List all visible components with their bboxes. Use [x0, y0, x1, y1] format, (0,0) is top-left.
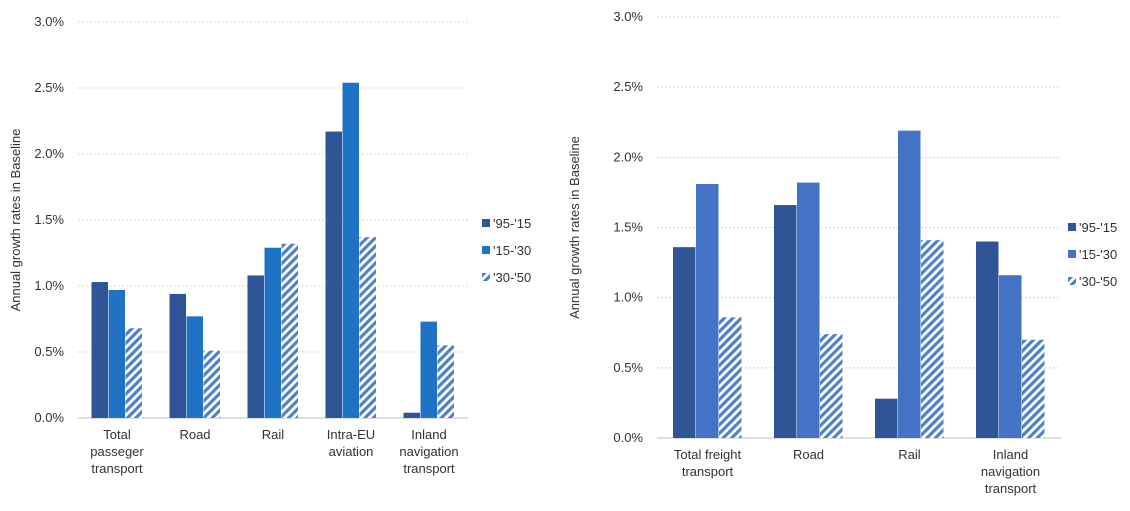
x-category-label: Inland: [411, 427, 446, 442]
x-category-label: Inland: [993, 447, 1028, 462]
x-category-label: navigation: [399, 444, 458, 459]
bar: [108, 289, 125, 418]
y-tick-label: 2.5%: [613, 79, 643, 94]
bar: [325, 131, 342, 418]
legend-swatch: [482, 246, 490, 254]
bar: [797, 182, 820, 438]
y-tick-label: 0.0%: [34, 410, 64, 425]
bar: [719, 317, 742, 438]
x-category-label: navigation: [981, 464, 1040, 479]
y-tick-label: 1.0%: [613, 290, 643, 305]
bar: [125, 328, 142, 418]
x-category-label: aviation: [329, 444, 374, 459]
x-category-label: transport: [682, 464, 734, 479]
bar: [820, 334, 843, 438]
x-category-label: Total: [103, 427, 131, 442]
x-category-label: Road: [179, 427, 210, 442]
y-tick-label: 3.0%: [34, 14, 64, 29]
y-axis-label: Annual growth rates in Baseline: [567, 136, 582, 319]
y-axis-label: Annual growth rates in Baseline: [8, 129, 23, 312]
bar: [898, 130, 921, 439]
bar: [169, 293, 186, 418]
legend-swatch: [482, 219, 490, 227]
bar: [403, 412, 420, 418]
passenger-chart: 0.0% 0.5% 1.0% 1.5% 2.0% 2.5% 3.0% Annual growt…: [8, 14, 531, 476]
legend-label: '95-'15: [493, 216, 531, 231]
legend-label: '15-'30: [1079, 247, 1117, 262]
bar: [203, 350, 220, 418]
x-category-label: Road: [793, 447, 824, 462]
bar: [91, 282, 108, 418]
bar: [359, 237, 376, 418]
x-category-label: transport: [91, 461, 143, 476]
y-tick-label: 1.5%: [34, 212, 64, 227]
legend-label: '30-'50: [1079, 274, 1117, 289]
bar: [921, 240, 944, 438]
bar: [247, 275, 264, 418]
y-tick-label: 1.0%: [34, 278, 64, 293]
freight-chart: 0.0% 0.5% 1.0% 1.5% 2.0% 2.5% 3.0% Annual growt…: [567, 9, 1117, 496]
bar: [1022, 339, 1045, 438]
bar: [976, 241, 999, 438]
bar: [437, 345, 454, 418]
legend-label: '95-'15: [1079, 220, 1117, 235]
legend-swatch: [1068, 277, 1076, 285]
x-category-label: passeger: [90, 444, 144, 459]
bar: [696, 183, 719, 438]
x-category-label: Rail: [898, 447, 921, 462]
x-category-label: transport: [985, 481, 1037, 496]
legend-swatch: [482, 273, 490, 281]
y-tick-label: 1.5%: [613, 220, 643, 235]
bar: [186, 316, 203, 418]
x-category-label: Total freight: [674, 447, 742, 462]
bar: [342, 82, 359, 418]
x-category-label: Rail: [262, 427, 285, 442]
x-category-label: transport: [403, 461, 455, 476]
legend-swatch: [1068, 250, 1076, 258]
bar: [875, 398, 898, 438]
y-tick-label: 2.5%: [34, 80, 64, 95]
bar: [999, 275, 1022, 438]
y-tick-label: 0.5%: [613, 360, 643, 375]
y-tick-label: 2.0%: [613, 149, 643, 164]
y-tick-label: 0.5%: [34, 344, 64, 359]
y-tick-label: 2.0%: [34, 146, 64, 161]
bar: [774, 205, 797, 438]
y-tick-label: 3.0%: [613, 9, 643, 24]
y-tick-label: 0.0%: [613, 430, 643, 445]
bar: [281, 243, 298, 418]
legend-label: '15-'30: [493, 243, 531, 258]
bar: [420, 321, 437, 418]
bar: [264, 247, 281, 418]
bar: [673, 247, 696, 438]
legend-label: '30-'50: [493, 270, 531, 285]
x-category-label: Intra-EU: [327, 427, 375, 442]
legend-swatch: [1068, 223, 1076, 231]
